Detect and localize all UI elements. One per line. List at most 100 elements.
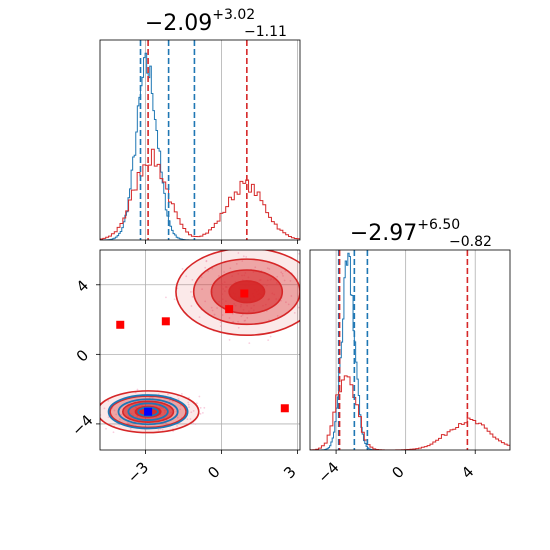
scatter-point [240,315,243,318]
scatter-point [189,418,192,420]
scatter-point [211,267,214,270]
scatter-point [264,243,266,245]
tick-label: 0 [388,463,407,482]
panel-marginal-param-2: −4 0 4 −2.97+6.50 −0.82 [309,217,511,487]
scatter-point [276,314,279,317]
scatter-point [176,416,179,419]
scatter-point [194,423,197,425]
scatter-point [179,408,182,411]
contour-level [117,398,179,426]
scatter-point [192,422,195,425]
scatter-point [219,325,222,328]
scatter-point [195,402,198,405]
scatter-point [297,306,300,309]
scatter-point [242,255,245,258]
scatter-point [229,267,232,270]
scatter-point [290,295,293,297]
scatter-point [165,296,167,299]
scatter-point [280,299,282,302]
tick-label: 0 [204,463,223,482]
scatter-point [228,317,231,319]
scatter-point [219,321,222,324]
scatter-point [210,306,213,309]
histogram-blue [310,252,389,450]
scatter-point [298,252,300,255]
axes-frame [309,249,511,451]
scatter-point [190,305,193,307]
title-param-1-lower: −1.11 [244,24,287,40]
scatter-point [157,428,160,431]
quantile-lines [139,40,248,240]
scatter-point [186,418,189,421]
scatter-point [176,425,178,427]
scatter-point [126,422,129,425]
scatter-point [303,263,305,265]
scatter-point [232,320,235,323]
axes-frame [99,249,301,451]
scatter-point [190,411,193,414]
axes-frame [99,39,301,241]
tick-label: −3 [124,458,152,486]
grid [145,40,298,240]
scatter-point [198,395,201,398]
scatter-point [316,299,318,301]
scatter-point [188,396,190,399]
scatter-point [283,279,286,282]
scatter-point [118,418,121,421]
scatter-point [181,268,184,270]
scatter-point [105,427,107,430]
scatter-point [129,427,132,430]
scatter-point [280,271,283,274]
scatter-point [269,335,272,338]
scatter-point [276,275,279,278]
x-ticks: −4 0 4 [314,450,477,487]
title-param-2: −2.97+6.50 [350,217,460,246]
scatter-point [237,326,240,329]
scatter-point [241,313,244,316]
scatter-point [287,303,290,306]
scatter-point [168,399,171,402]
scatter-point [204,266,207,269]
scatter-point [237,252,240,254]
scatter-point [293,311,296,314]
tick-label: 4 [458,463,477,482]
scatter-point [267,339,270,341]
scatter-point [235,262,238,265]
scatter-point [191,278,194,281]
scatter-point [187,401,190,404]
scatter-point [113,409,116,412]
title-param-2-lower: −0.82 [449,234,492,250]
marker-square [116,320,125,329]
scatter-point [89,405,91,407]
marker-square [144,407,153,416]
scatter-point [204,300,207,303]
scatter-point [187,403,190,406]
scatter-point [173,298,176,301]
x-ticks [145,240,298,244]
scatter-point [199,406,202,409]
scatter-point [136,388,139,391]
scatter-point [274,243,276,245]
scatter-point [284,270,287,272]
scatter-point [248,342,251,345]
title-param-1: −2.09+3.02 [145,7,255,36]
scatter-point [190,291,192,293]
scatter-point [228,339,231,341]
scatter-point [317,293,319,295]
tick-label: 0 [73,346,92,365]
scatter-point [254,266,257,269]
tick-label: −4 [314,458,342,486]
scatter-point [266,267,269,270]
scatter-point [313,297,315,299]
scatter-point [161,428,164,431]
marker-square [225,305,234,314]
tick-label: 4 [73,277,92,296]
panel-joint: −3 0 3 −4 0 4 [68,243,319,487]
histogram-red [310,375,510,450]
scatter-point [112,431,115,434]
scatter-point [205,260,208,263]
scatter-point [289,280,292,282]
scatter-point [188,406,190,409]
scatter-point [213,313,216,316]
